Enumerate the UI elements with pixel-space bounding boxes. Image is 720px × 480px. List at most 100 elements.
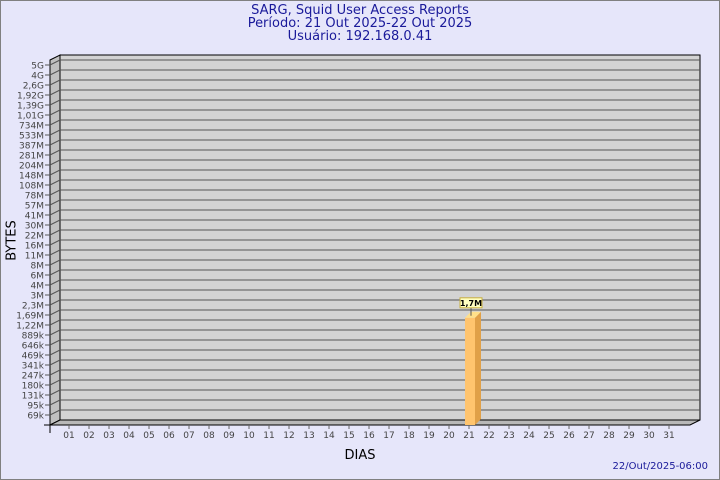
grid-line-side [49, 249, 61, 256]
y-tick-label: 95k [27, 402, 44, 412]
grid-line-side [49, 189, 61, 196]
y-tick-label: 469k [22, 352, 45, 362]
y-tick-label: 108M [19, 182, 44, 192]
grid-line-side [49, 89, 61, 96]
grid-line-side [49, 279, 61, 286]
y-tick-label: 533M [19, 132, 44, 142]
floor [49, 419, 701, 426]
bar-front [465, 317, 475, 425]
x-axis-label: DIAS [344, 448, 376, 463]
x-tick-label: 28 [603, 431, 615, 441]
x-tick-label: 22 [483, 431, 494, 441]
data-label: 1,7M [460, 299, 482, 308]
x-tick-label: 08 [203, 431, 215, 441]
y-tick-label: 2,6G [23, 82, 44, 92]
y-tick-label: 387M [19, 142, 44, 152]
grid-line-side [49, 409, 61, 416]
chart-title: SARG, Squid User Access Reports [251, 3, 469, 18]
grid-line-side [49, 129, 61, 136]
y-tick-label: 1,01G [17, 112, 44, 122]
x-tick-label: 20 [443, 431, 455, 441]
grid-line-side [49, 289, 61, 296]
x-tick-label: 06 [163, 431, 175, 441]
y-tick-label: 1,22M [16, 322, 44, 332]
y-tick-label: 69k [27, 412, 44, 422]
x-tick-label: 26 [563, 431, 575, 441]
y-tick-label: 2,3M [22, 302, 44, 312]
y-tick-label: 6M [31, 272, 45, 282]
y-tick-label: 131k [22, 392, 45, 402]
x-tick-label: 24 [523, 431, 535, 441]
grid-line-side [49, 69, 61, 76]
x-tick-label: 14 [323, 431, 335, 441]
y-tick-label: 734M [19, 122, 44, 132]
grid-line-side [49, 79, 61, 86]
grid-line-side [49, 219, 61, 226]
y-tick-label: 5G [31, 62, 44, 72]
x-tick-label: 04 [123, 431, 135, 441]
data-label-box [459, 297, 483, 309]
grid-line-side [49, 239, 61, 246]
grid-line-side [49, 169, 61, 176]
y-tick-label: 247k [22, 372, 45, 382]
grid-line-side [49, 59, 61, 66]
grid-line-side [49, 359, 61, 366]
y-tick-label: 4M [31, 282, 45, 292]
y-tick-label: 3M [31, 292, 45, 302]
grid-line-side [49, 339, 61, 346]
x-tick-label: 17 [383, 431, 394, 441]
x-tick-label: 02 [83, 431, 94, 441]
y-tick-label: 30M [25, 222, 44, 232]
y-tick-label: 16M [25, 242, 44, 252]
bar-top [465, 311, 481, 318]
x-tick-label: 13 [303, 431, 314, 441]
x-tick-label: 07 [183, 431, 194, 441]
y-tick-label: 281M [19, 152, 44, 162]
x-tick-label: 18 [403, 431, 415, 441]
grid-line-side [49, 99, 61, 106]
y-tick-label: 148M [19, 172, 44, 182]
grid-line-side [49, 209, 61, 216]
grid-line-side [49, 229, 61, 236]
grid-line-side [49, 389, 61, 396]
x-tick-label: 27 [583, 431, 594, 441]
grid-line-side [49, 139, 61, 146]
y-tick-label: 341k [22, 362, 45, 372]
y-tick-label: 1,69M [16, 312, 44, 322]
x-tick-label: 25 [543, 431, 554, 441]
x-tick-label: 11 [263, 431, 274, 441]
grid-line-side [49, 199, 61, 206]
y-tick-label: 889k [22, 332, 45, 342]
grid-line-side [49, 349, 61, 356]
x-tick-label: 15 [343, 431, 354, 441]
x-tick-label: 23 [503, 431, 514, 441]
grid-line-side [49, 119, 61, 126]
grid-line-side [49, 309, 61, 316]
y-tick-label: 1,39G [17, 102, 44, 112]
x-tick-label: 09 [223, 431, 235, 441]
y-tick-label: 11M [25, 252, 44, 262]
x-tick-label: 30 [643, 431, 655, 441]
y-tick-label: 4G [31, 72, 44, 82]
x-tick-label: 31 [663, 431, 674, 441]
grid-line-side [49, 319, 61, 326]
x-tick-label: 21 [463, 431, 474, 441]
grid-line-side [49, 299, 61, 306]
y-tick-label: 57M [25, 202, 44, 212]
bar-side [475, 311, 481, 425]
x-tick-label: 03 [103, 431, 114, 441]
x-tick-label: 10 [243, 431, 255, 441]
grid-line-side [49, 259, 61, 266]
y-tick-label: 204M [19, 162, 44, 172]
y-tick-label: 180k [22, 382, 45, 392]
grid-line-side [49, 379, 61, 386]
x-tick-label: 05 [143, 431, 154, 441]
x-tick-label: 19 [423, 431, 435, 441]
chart-subtitle-user: Usuário: 192.168.0.41 [287, 29, 433, 44]
y-tick-label: 646k [22, 342, 45, 352]
x-tick-label: 01 [63, 431, 74, 441]
y-tick-label: 22M [25, 232, 44, 242]
y-tick-label: 41M [25, 212, 44, 222]
y-tick-label: 1,92G [17, 92, 44, 102]
